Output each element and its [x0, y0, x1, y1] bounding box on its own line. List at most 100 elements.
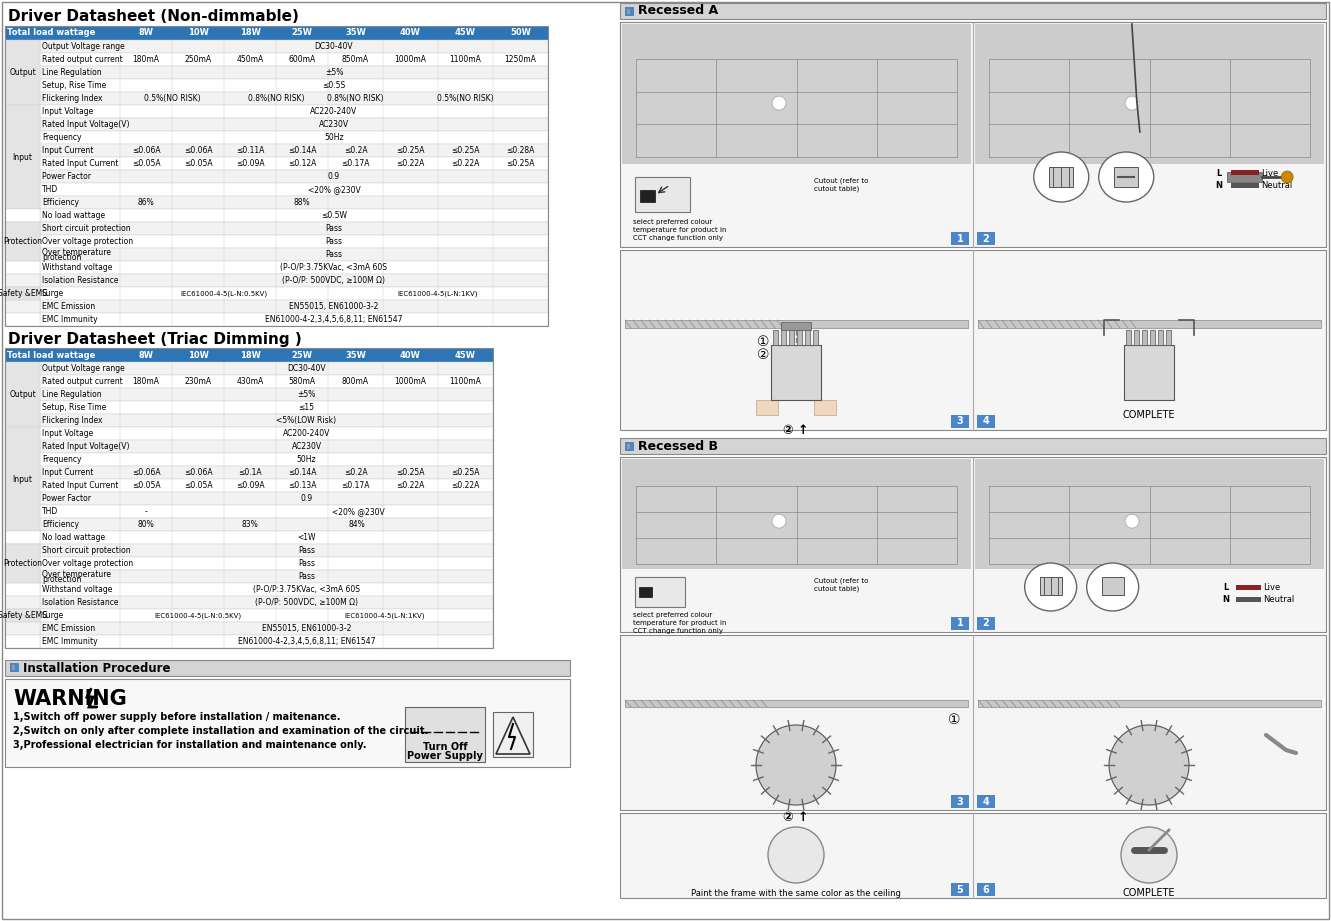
Bar: [620, 22, 1326, 247]
Bar: [5, 609, 40, 622]
Text: ≤0.11A: ≤0.11A: [236, 146, 264, 155]
Bar: [5, 300, 40, 313]
Text: 45W: 45W: [455, 29, 476, 38]
Text: (P-O/P: 500VDC, ≥100M Ω): (P-O/P: 500VDC, ≥100M Ω): [256, 598, 358, 607]
Bar: [620, 635, 1326, 810]
Text: Driver Datasheet (Non-dimmable): Driver Datasheet (Non-dimmable): [8, 9, 299, 24]
Text: 1100mA: 1100mA: [450, 55, 482, 64]
Text: Pass: Pass: [326, 237, 342, 246]
Text: ≤0.25A: ≤0.25A: [451, 468, 479, 477]
Text: cutout table): cutout table): [815, 185, 860, 192]
Text: 2: 2: [982, 619, 989, 628]
Text: Flickering Index: Flickering Index: [43, 94, 102, 103]
Bar: [989, 59, 1310, 157]
Text: cutout table): cutout table): [815, 585, 860, 591]
Bar: [5, 679, 570, 767]
Bar: [5, 544, 40, 583]
Bar: [1123, 345, 1174, 400]
Text: 2: 2: [982, 234, 989, 243]
Bar: [5, 557, 40, 570]
Bar: [40, 427, 492, 440]
Circle shape: [1282, 171, 1294, 183]
Bar: [1236, 585, 1260, 590]
Bar: [405, 707, 484, 762]
Text: protection: protection: [43, 576, 81, 584]
Text: Output: Output: [9, 390, 36, 399]
Text: 18W: 18W: [240, 351, 261, 359]
Text: L: L: [1223, 582, 1229, 591]
Text: 1100mA: 1100mA: [450, 377, 482, 386]
Text: COMPLETE: COMPLETE: [1123, 410, 1175, 420]
Text: Pass: Pass: [326, 224, 342, 233]
Text: ≤0.05A: ≤0.05A: [184, 159, 213, 168]
Text: 88%: 88%: [294, 198, 310, 207]
Bar: [640, 190, 655, 202]
Bar: [626, 442, 634, 451]
Text: Frequency: Frequency: [43, 133, 81, 142]
Bar: [40, 635, 492, 648]
Text: L: L: [1217, 169, 1222, 178]
Text: ≤15: ≤15: [298, 403, 314, 412]
Bar: [952, 795, 969, 808]
Bar: [626, 320, 968, 328]
Text: IEC61000-4-5(L-N:0.5KV): IEC61000-4-5(L-N:0.5KV): [181, 290, 268, 297]
Text: Installation Procedure: Installation Procedure: [23, 661, 170, 674]
Text: Surge: Surge: [43, 611, 64, 620]
Bar: [5, 222, 40, 235]
Text: ±5%: ±5%: [325, 68, 343, 77]
Text: EN61000-4-2,3,4,5,6,8,11; EN61547: EN61000-4-2,3,4,5,6,8,11; EN61547: [265, 315, 403, 324]
Text: 230mA: 230mA: [185, 377, 212, 386]
Text: Power Factor: Power Factor: [43, 494, 91, 503]
Text: Flickering Index: Flickering Index: [43, 416, 102, 425]
Text: IEC61000-4-5(L-N:0.5KV): IEC61000-4-5(L-N:0.5KV): [154, 612, 241, 619]
Bar: [815, 400, 836, 415]
Text: ≤0.5S: ≤0.5S: [322, 81, 346, 90]
Bar: [40, 118, 548, 131]
Bar: [627, 9, 630, 14]
Text: ≤0.25A: ≤0.25A: [451, 146, 479, 155]
Text: protection: protection: [43, 253, 81, 262]
Text: ≤0.2A: ≤0.2A: [343, 468, 367, 477]
Bar: [5, 583, 40, 596]
Bar: [40, 222, 548, 235]
Circle shape: [772, 96, 787, 111]
Text: ①: ①: [948, 713, 961, 727]
Bar: [492, 712, 532, 757]
Bar: [40, 287, 548, 300]
Bar: [40, 313, 548, 326]
Bar: [1231, 170, 1259, 175]
Text: ≤0.1A: ≤0.1A: [238, 468, 262, 477]
Bar: [5, 287, 40, 300]
Text: -: -: [145, 507, 148, 516]
Text: ≤0.09A: ≤0.09A: [236, 159, 265, 168]
Text: IEC61000-4-5(L-N:1KV): IEC61000-4-5(L-N:1KV): [398, 290, 478, 297]
Circle shape: [756, 725, 836, 805]
Text: N: N: [1215, 181, 1222, 191]
Bar: [5, 222, 40, 261]
Text: Over voltage protection: Over voltage protection: [43, 559, 133, 568]
Bar: [1231, 183, 1259, 188]
Text: Isolation Resistance: Isolation Resistance: [43, 276, 118, 285]
Bar: [620, 438, 1326, 454]
Text: ≤0.2A: ≤0.2A: [343, 146, 367, 155]
Text: Isolation Resistance: Isolation Resistance: [43, 598, 118, 607]
Text: CCT change function only: CCT change function only: [634, 235, 723, 241]
Text: Protection: Protection: [3, 237, 43, 246]
Bar: [977, 232, 996, 245]
Bar: [1150, 330, 1155, 345]
Text: 40W: 40W: [401, 29, 421, 38]
Bar: [620, 3, 1326, 19]
Text: ≤0.25A: ≤0.25A: [397, 468, 425, 477]
Bar: [40, 583, 492, 596]
Text: THD: THD: [43, 185, 59, 194]
Bar: [636, 59, 957, 157]
Bar: [635, 177, 689, 212]
Bar: [1126, 330, 1131, 345]
Bar: [5, 596, 40, 609]
Bar: [40, 622, 492, 635]
Text: 1250mA: 1250mA: [504, 55, 536, 64]
Text: Cutout (refer to: Cutout (refer to: [815, 177, 869, 183]
Bar: [40, 570, 492, 583]
Text: 4: 4: [982, 416, 989, 426]
Text: 50W: 50W: [510, 29, 531, 38]
